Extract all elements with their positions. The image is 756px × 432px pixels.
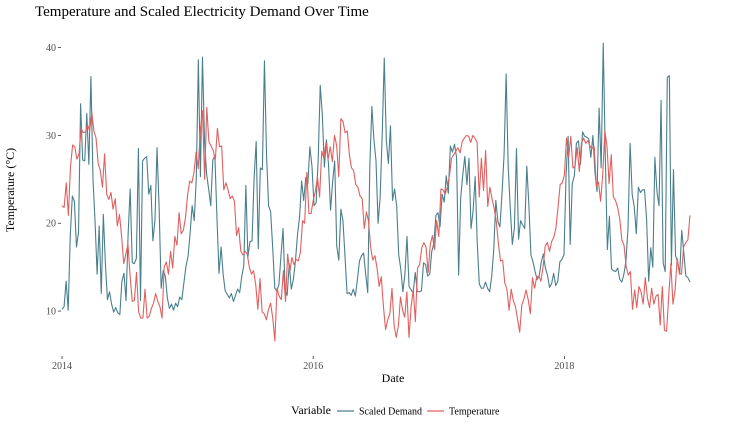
x-axis: 2014 2016 2018 [52, 356, 574, 372]
legend-label: Temperature [449, 407, 500, 418]
series-line-temperature [61, 106, 691, 342]
y-tick-label: 30 [46, 131, 56, 142]
y-tick-label: 10 [46, 307, 56, 318]
x-axis-title: Date [382, 371, 405, 385]
y-tick-label: 20 [46, 219, 56, 230]
x-tick-label: 2016 [303, 361, 323, 372]
series-layer [61, 42, 691, 342]
x-tick-label: 2018 [554, 361, 574, 372]
y-tick-label: 40 [46, 43, 56, 54]
legend-label: Scaled Demand [359, 407, 422, 418]
chart-title: Temperature and Scaled Electricity Deman… [35, 4, 369, 20]
x-tick-label: 2014 [52, 361, 72, 372]
y-axis: 10 20 30 40 [46, 43, 61, 318]
series-line-scaled-demand [61, 42, 691, 316]
y-axis-title: Temperature (°C) [3, 148, 17, 232]
legend: Variable Scaled Demand Temperature [291, 403, 500, 418]
legend-title: Variable [291, 403, 331, 417]
